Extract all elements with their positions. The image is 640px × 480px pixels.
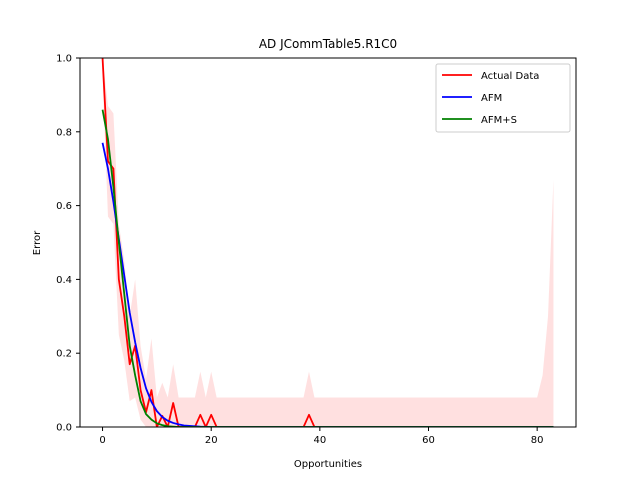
y-tick-label: 0.6	[56, 201, 72, 212]
series-line-0	[101, 58, 554, 427]
plot-area	[79, 57, 577, 428]
y-axis-label: Error	[32, 230, 43, 255]
plot-frame	[79, 57, 577, 428]
x-tick-label: 20	[205, 435, 218, 446]
x-tick-label: 80	[531, 435, 544, 446]
y-tick-label: 0.0	[56, 423, 72, 434]
legend-label: AFM	[481, 93, 502, 104]
series-line-2	[101, 109, 554, 427]
x-tick-label: 40	[313, 435, 326, 446]
y-tick-label: 1.0	[56, 54, 72, 65]
x-axis-label: Opportunities	[294, 459, 362, 470]
y-tick-label: 0.4	[56, 275, 72, 286]
x-tick-label: 60	[422, 435, 435, 446]
x-tick-label: 0	[99, 435, 105, 446]
y-axis: 0.0 0.2 0.4 0.6 0.8 1.0	[56, 54, 80, 434]
y-tick-label: 0.8	[56, 127, 72, 138]
legend: Actual Data AFM AFM+S	[435, 63, 571, 133]
x-axis: 0 20 40 60 80	[99, 427, 544, 446]
legend-frame	[435, 63, 571, 133]
legend-label: AFM+S	[481, 115, 517, 126]
y-tick-label: 0.2	[56, 349, 72, 360]
chart-title: AD JCommTable5.R1C0	[259, 37, 397, 51]
legend-label: Actual Data	[481, 71, 539, 82]
